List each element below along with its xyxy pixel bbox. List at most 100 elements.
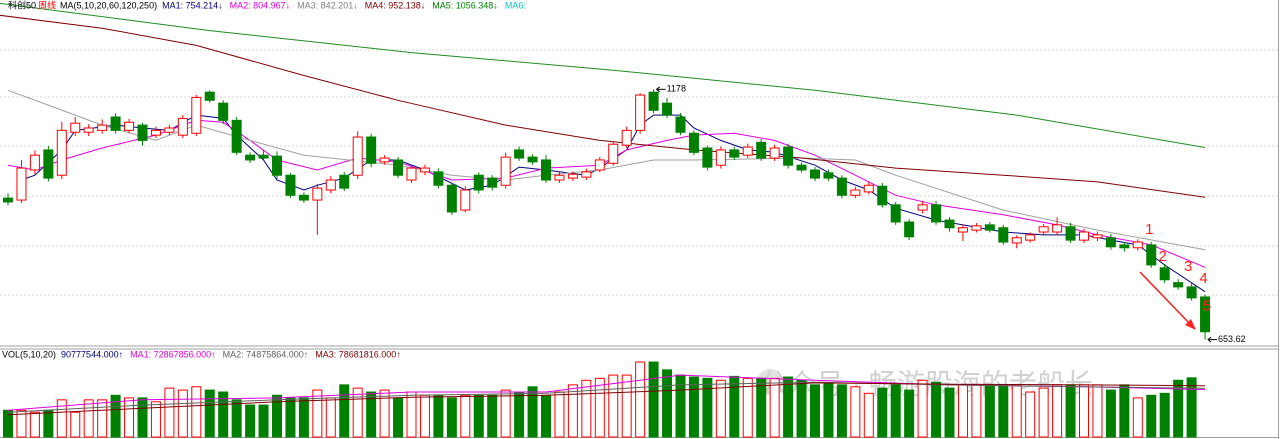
candle-body: [1119, 244, 1130, 249]
candle-body: [433, 171, 444, 186]
candle-body: [823, 172, 834, 179]
candle-body: [177, 117, 188, 136]
volume-bar: [379, 389, 390, 438]
volume-bar: [366, 391, 377, 438]
volume-bar: [1159, 392, 1170, 438]
ma-line: [7, 382, 1206, 416]
wave-label: 3: [1184, 258, 1192, 275]
volume-bar: [460, 394, 471, 438]
ma-line: [0, 14, 1206, 198]
candle-body: [514, 149, 525, 159]
volume-bar: [110, 394, 121, 438]
legend-entry: MA2: 74875864.000↑: [223, 349, 309, 359]
candle-body: [272, 155, 282, 176]
volume-bar: [1065, 384, 1076, 438]
volume-bar: [1011, 384, 1022, 438]
candle-body: [729, 149, 740, 158]
candle-body: [581, 171, 592, 178]
volume-bar: [863, 392, 874, 438]
period: 周线: [38, 0, 56, 10]
candle-body: [688, 132, 699, 153]
volume-bar: [998, 384, 1009, 438]
volume-bar: [1105, 389, 1116, 438]
volume-bar: [527, 386, 538, 438]
candle-body: [554, 174, 565, 181]
volume-bar: [836, 384, 847, 438]
candle-body: [742, 146, 753, 156]
volume-bar: [312, 389, 323, 438]
ma-line: [7, 119, 1206, 268]
candle-body: [124, 121, 135, 131]
legend-entry: MA2: 804.967↓: [230, 0, 291, 10]
candle-body: [1052, 224, 1063, 233]
candle-body: [608, 143, 619, 164]
volume-bar: [191, 386, 202, 438]
volume-bar: [1092, 384, 1103, 438]
candle-body: [16, 167, 27, 201]
volume-bar: [164, 387, 175, 438]
candle-body: [70, 122, 81, 133]
candle-body: [393, 159, 404, 176]
candle-body: [648, 91, 659, 111]
volume-bar: [984, 384, 995, 438]
candle-body: [1092, 234, 1103, 239]
candle-body: [567, 173, 578, 179]
volume-bar: [742, 377, 753, 438]
volume-bar: [137, 397, 148, 438]
volume-bar: [1038, 387, 1049, 438]
volume-bar: [419, 394, 430, 438]
candle-body: [702, 147, 713, 168]
candle-body: [312, 187, 323, 201]
volume-bar: [433, 394, 444, 438]
volume-bar: [823, 382, 834, 438]
volume-bar: [16, 409, 27, 438]
candle-body: [662, 102, 673, 116]
legend-entry: MA3: 842.201↓: [297, 0, 358, 10]
candle-body: [810, 169, 820, 179]
candle-body: [245, 154, 256, 161]
candle-body: [1186, 286, 1197, 299]
volume-bar: [1119, 384, 1130, 438]
candle-body: [1200, 296, 1211, 333]
annotation-arrow-head: [655, 86, 660, 93]
volume-bar: [245, 404, 256, 438]
candle-body: [971, 225, 982, 231]
candle-body: [796, 164, 807, 171]
candle-body: [1065, 226, 1076, 241]
volume-bar: [487, 394, 498, 438]
candle-body: [258, 154, 269, 159]
volume-bar: [729, 375, 740, 438]
volume-bar: [500, 389, 511, 438]
candle-body: [43, 149, 54, 179]
volume-bar: [648, 361, 659, 438]
legend-title: VOL(5,10,20): [2, 349, 56, 359]
volume-bar: [890, 384, 901, 438]
volume-bar: [810, 384, 820, 438]
candle-body: [406, 167, 417, 181]
volume-bar: [97, 399, 108, 438]
volume-bar: [352, 387, 363, 438]
volume-bar: [756, 377, 767, 438]
volume-bar: [150, 401, 161, 438]
candle-body: [1025, 234, 1036, 241]
candle-body: [1105, 237, 1116, 248]
annotation-high: 1178: [667, 84, 686, 94]
volume-bar: [1146, 394, 1157, 438]
candle-body: [1011, 237, 1022, 244]
volume-bar: [931, 381, 942, 438]
volume-bar: [1132, 397, 1143, 438]
candle-body: [97, 124, 108, 131]
candle-body: [204, 91, 215, 101]
volume-bar: [231, 399, 242, 438]
candle-body: [836, 177, 847, 196]
volume-bar: [1173, 379, 1184, 438]
candle-body: [1038, 226, 1049, 233]
wave-label: 5: [1203, 298, 1211, 315]
candle-body: [339, 174, 350, 189]
candle-body: [877, 185, 888, 206]
candle-body: [783, 146, 794, 166]
volume-bar: [124, 397, 135, 438]
candle-body: [231, 119, 242, 153]
